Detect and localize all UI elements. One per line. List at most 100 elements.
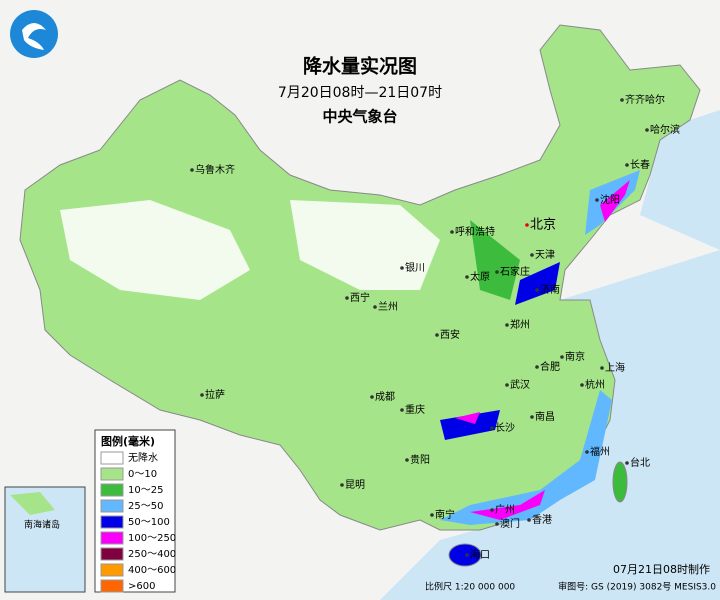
legend-label: 无降水	[128, 451, 158, 464]
legend-swatch	[100, 547, 124, 561]
city-label: 天津	[535, 249, 555, 261]
city-dot	[505, 323, 509, 327]
legend-label: 50～100	[128, 517, 170, 528]
city-dot	[465, 553, 469, 557]
city-dot	[505, 383, 509, 387]
city-label: 台北	[630, 456, 650, 469]
city-dot	[530, 253, 534, 257]
city-dot	[400, 266, 404, 270]
rain-area	[600, 180, 630, 222]
inset-land	[10, 492, 55, 515]
legend-title: 图例(毫米)	[101, 434, 155, 448]
rain-area	[515, 262, 560, 305]
city-label: 合肥	[540, 360, 560, 373]
city-label: 重庆	[405, 403, 425, 416]
city-label: 长沙	[495, 422, 515, 434]
map-agency: 中央气象台	[322, 108, 397, 126]
city-label: 南宁	[435, 508, 455, 521]
city-dot	[400, 408, 404, 412]
city-dot	[620, 98, 624, 102]
city-dot	[465, 275, 469, 279]
city-dot	[645, 128, 649, 132]
city-label: 北京	[530, 218, 556, 233]
city-dot	[435, 333, 439, 337]
city-label: 成都	[375, 391, 395, 403]
city-dot	[345, 296, 349, 300]
city-dot	[625, 461, 629, 465]
city-dot	[373, 305, 377, 309]
city-label: 拉萨	[205, 388, 225, 401]
city-label: 澳门	[500, 517, 520, 530]
city-dot	[340, 483, 344, 487]
city-dot	[580, 383, 584, 387]
city-dot	[495, 522, 499, 526]
city-label: 西宁	[350, 291, 370, 304]
logo-mark	[22, 23, 46, 50]
city-label: 上海	[605, 361, 625, 374]
city-label: 广州	[495, 504, 515, 516]
dry-area	[60, 200, 250, 300]
city-label: 齐齐哈尔	[625, 93, 665, 106]
city-dot	[200, 393, 204, 397]
city-dot	[450, 230, 454, 234]
sea	[380, 110, 720, 600]
city-dot	[585, 450, 589, 454]
city-label: 西安	[440, 328, 460, 341]
city-label: 济南	[540, 283, 560, 296]
city-dot	[625, 163, 629, 167]
city-label: 南京	[565, 350, 585, 363]
scale: 比例尺 1:20 000 000	[425, 581, 515, 593]
city-label: 武汉	[510, 378, 530, 391]
legend-label: 10～25	[128, 485, 163, 496]
legend-swatch	[100, 515, 124, 529]
city-dot	[405, 458, 409, 462]
map-period: 7月20日08时—21日07时	[278, 85, 442, 101]
legend-swatch	[100, 563, 124, 577]
city-dot	[190, 168, 194, 172]
city-label: 石家庄	[500, 265, 530, 278]
city-dot	[525, 223, 529, 227]
city-label: 银川	[405, 261, 425, 274]
city-label: 长春	[630, 159, 650, 171]
city-label: 哈尔滨	[650, 123, 680, 136]
city-dot	[495, 270, 499, 274]
city-label: 南昌	[535, 410, 555, 423]
city-label: 贵阳	[410, 453, 430, 466]
approval: 审图号: GS (2019) 3082号 MESIS3.0	[558, 581, 716, 593]
city-label: 福州	[590, 445, 610, 458]
taiwan	[612, 461, 628, 503]
city-label: 呼和浩特	[455, 226, 495, 238]
city-label: 杭州	[585, 378, 605, 391]
legend-swatch	[100, 483, 124, 497]
city-dot	[560, 355, 564, 359]
city-dot	[535, 288, 539, 292]
rain-area	[440, 410, 500, 440]
legend-swatch	[100, 531, 124, 545]
rain-area	[440, 390, 612, 525]
hainan	[448, 543, 482, 567]
legend-label: 25～50	[128, 501, 163, 512]
legend-label: >600	[128, 581, 155, 592]
legend-items: 无降水 0～10 10～25 25～50 50～100 100～250 250～400 400…	[100, 451, 176, 593]
legend-label: 0～10	[128, 469, 157, 480]
rain-area	[470, 220, 520, 300]
city-dot	[490, 426, 494, 430]
city-dot	[527, 518, 531, 522]
made-time: 07月21日08时制作	[613, 563, 710, 576]
city-label: 兰州	[378, 300, 398, 313]
logo	[10, 10, 58, 58]
map-title: 降水量实况图	[303, 55, 417, 78]
city-dot	[530, 415, 534, 419]
city-dot	[535, 365, 539, 369]
city-label: 昆明	[345, 479, 365, 491]
inset-label: 南海诸岛	[24, 519, 60, 531]
legend-label: 100～250	[128, 533, 176, 544]
city-label: 乌鲁木齐	[195, 163, 235, 176]
city-label: 香港	[532, 514, 552, 526]
legend-swatch	[100, 579, 124, 593]
legend-swatch	[100, 467, 124, 481]
city-label: 太原	[470, 270, 490, 283]
legend-label: 400～600	[128, 565, 176, 576]
